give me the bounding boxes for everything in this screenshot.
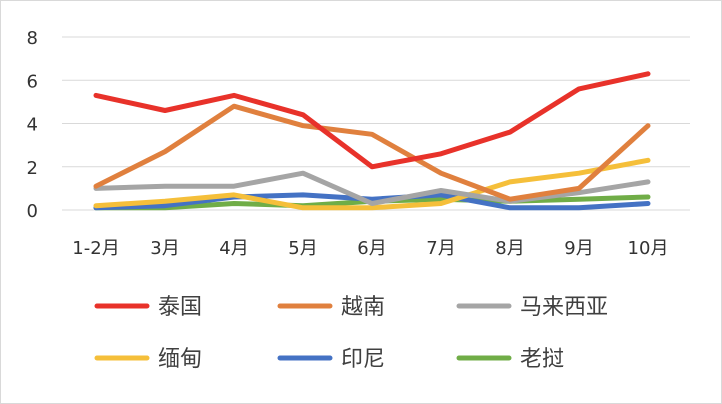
- x-tick-label: 1-2月: [72, 238, 119, 259]
- x-axis-ticks: 1-2月 3月 4月 5月 6月 7月 8月 9月 10月: [72, 238, 668, 259]
- y-tick-label: 0: [27, 201, 38, 222]
- x-tick-label: 6月: [357, 238, 386, 259]
- series-line: [93, 192, 651, 211]
- y-tick-label: 2: [27, 158, 38, 179]
- series-line: [93, 157, 651, 211]
- x-tick-label: 8月: [495, 238, 524, 259]
- legend-label: 泰国: [158, 295, 202, 320]
- x-tick-label: 10月: [628, 238, 669, 259]
- legend-label: 马来西亚: [520, 295, 608, 320]
- x-tick-label: 7月: [426, 238, 455, 259]
- x-tick-label: 9月: [564, 238, 593, 259]
- y-axis-ticks: 0 2 4 6 8: [27, 28, 38, 222]
- y-tick-label: 6: [27, 71, 38, 92]
- y-tick-label: 8: [27, 28, 38, 49]
- x-tick-label: 5月: [288, 238, 317, 259]
- y-tick-label: 4: [27, 115, 38, 136]
- legend-label: 老挝: [520, 347, 564, 372]
- x-tick-label: 3月: [150, 238, 179, 259]
- series-line: [93, 170, 651, 206]
- x-tick-label: 4月: [219, 238, 248, 259]
- legend-label: 印尼: [341, 347, 385, 372]
- series-line: [93, 103, 651, 202]
- series-line: [93, 71, 651, 170]
- legend-label: 缅甸: [158, 347, 202, 372]
- legend-label: 越南: [341, 295, 385, 320]
- series-lines: [93, 71, 651, 211]
